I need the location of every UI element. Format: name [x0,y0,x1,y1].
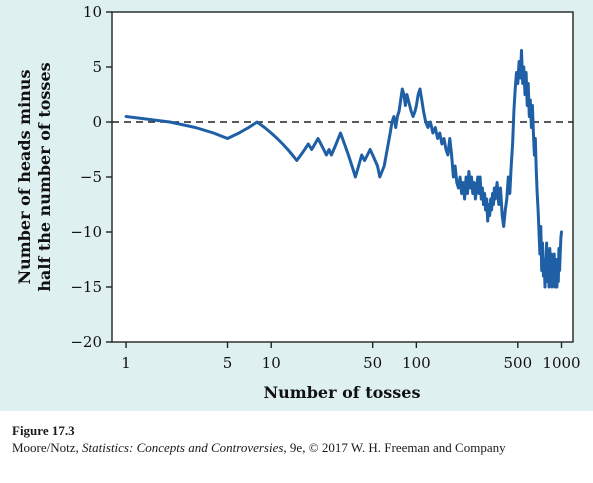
x-tick-label: 1000 [542,354,580,372]
figure-label: Figure 17.3 [12,423,75,438]
y-tick-label: −15 [70,278,102,296]
y-axis-title-line-2: half the number of tosses [35,62,54,291]
plot-frame [111,11,574,343]
y-tick-label: −10 [70,223,102,241]
x-axis-title: Number of tosses [264,383,421,402]
y-tick-label: −5 [80,168,102,186]
x-tick-label: 100 [402,354,431,372]
figure-caption: Figure 17.3 Moore/Notz, Statistics: Conc… [12,422,582,456]
data-series-line [124,49,563,289]
y-tick-label: 5 [92,58,102,76]
y-tick-label: 0 [92,113,102,131]
y-tick-label: 10 [83,3,102,21]
x-tick-label: 1 [121,354,131,372]
chart: 1 5 10 50 100 500 1000 −20 −15 −10 −5 0 5 10 Number … [15,3,581,402]
caption-credit: Moore/Notz, Statistics: Concepts and Con… [12,440,506,455]
caption-book-title: Statistics: Concepts and Controversies [82,440,284,455]
caption-suffix: , 9e, © 2017 W. H. Freeman and Company [283,440,506,455]
y-axis: −20 −15 −10 −5 0 5 10 [70,3,112,351]
y-axis-title-line-1: Number of heads minus [15,70,34,285]
x-tick-label: 10 [262,354,281,372]
y-tick-label: −20 [70,333,102,351]
x-axis: 1 5 10 50 100 500 1000 [121,342,581,372]
caption-prefix: Moore/Notz, [12,440,83,455]
x-tick-label: 50 [363,354,382,372]
y-axis-title: Number of heads minus half the number of… [15,62,54,291]
x-tick-label: 500 [503,354,532,372]
x-tick-label: 5 [223,354,233,372]
